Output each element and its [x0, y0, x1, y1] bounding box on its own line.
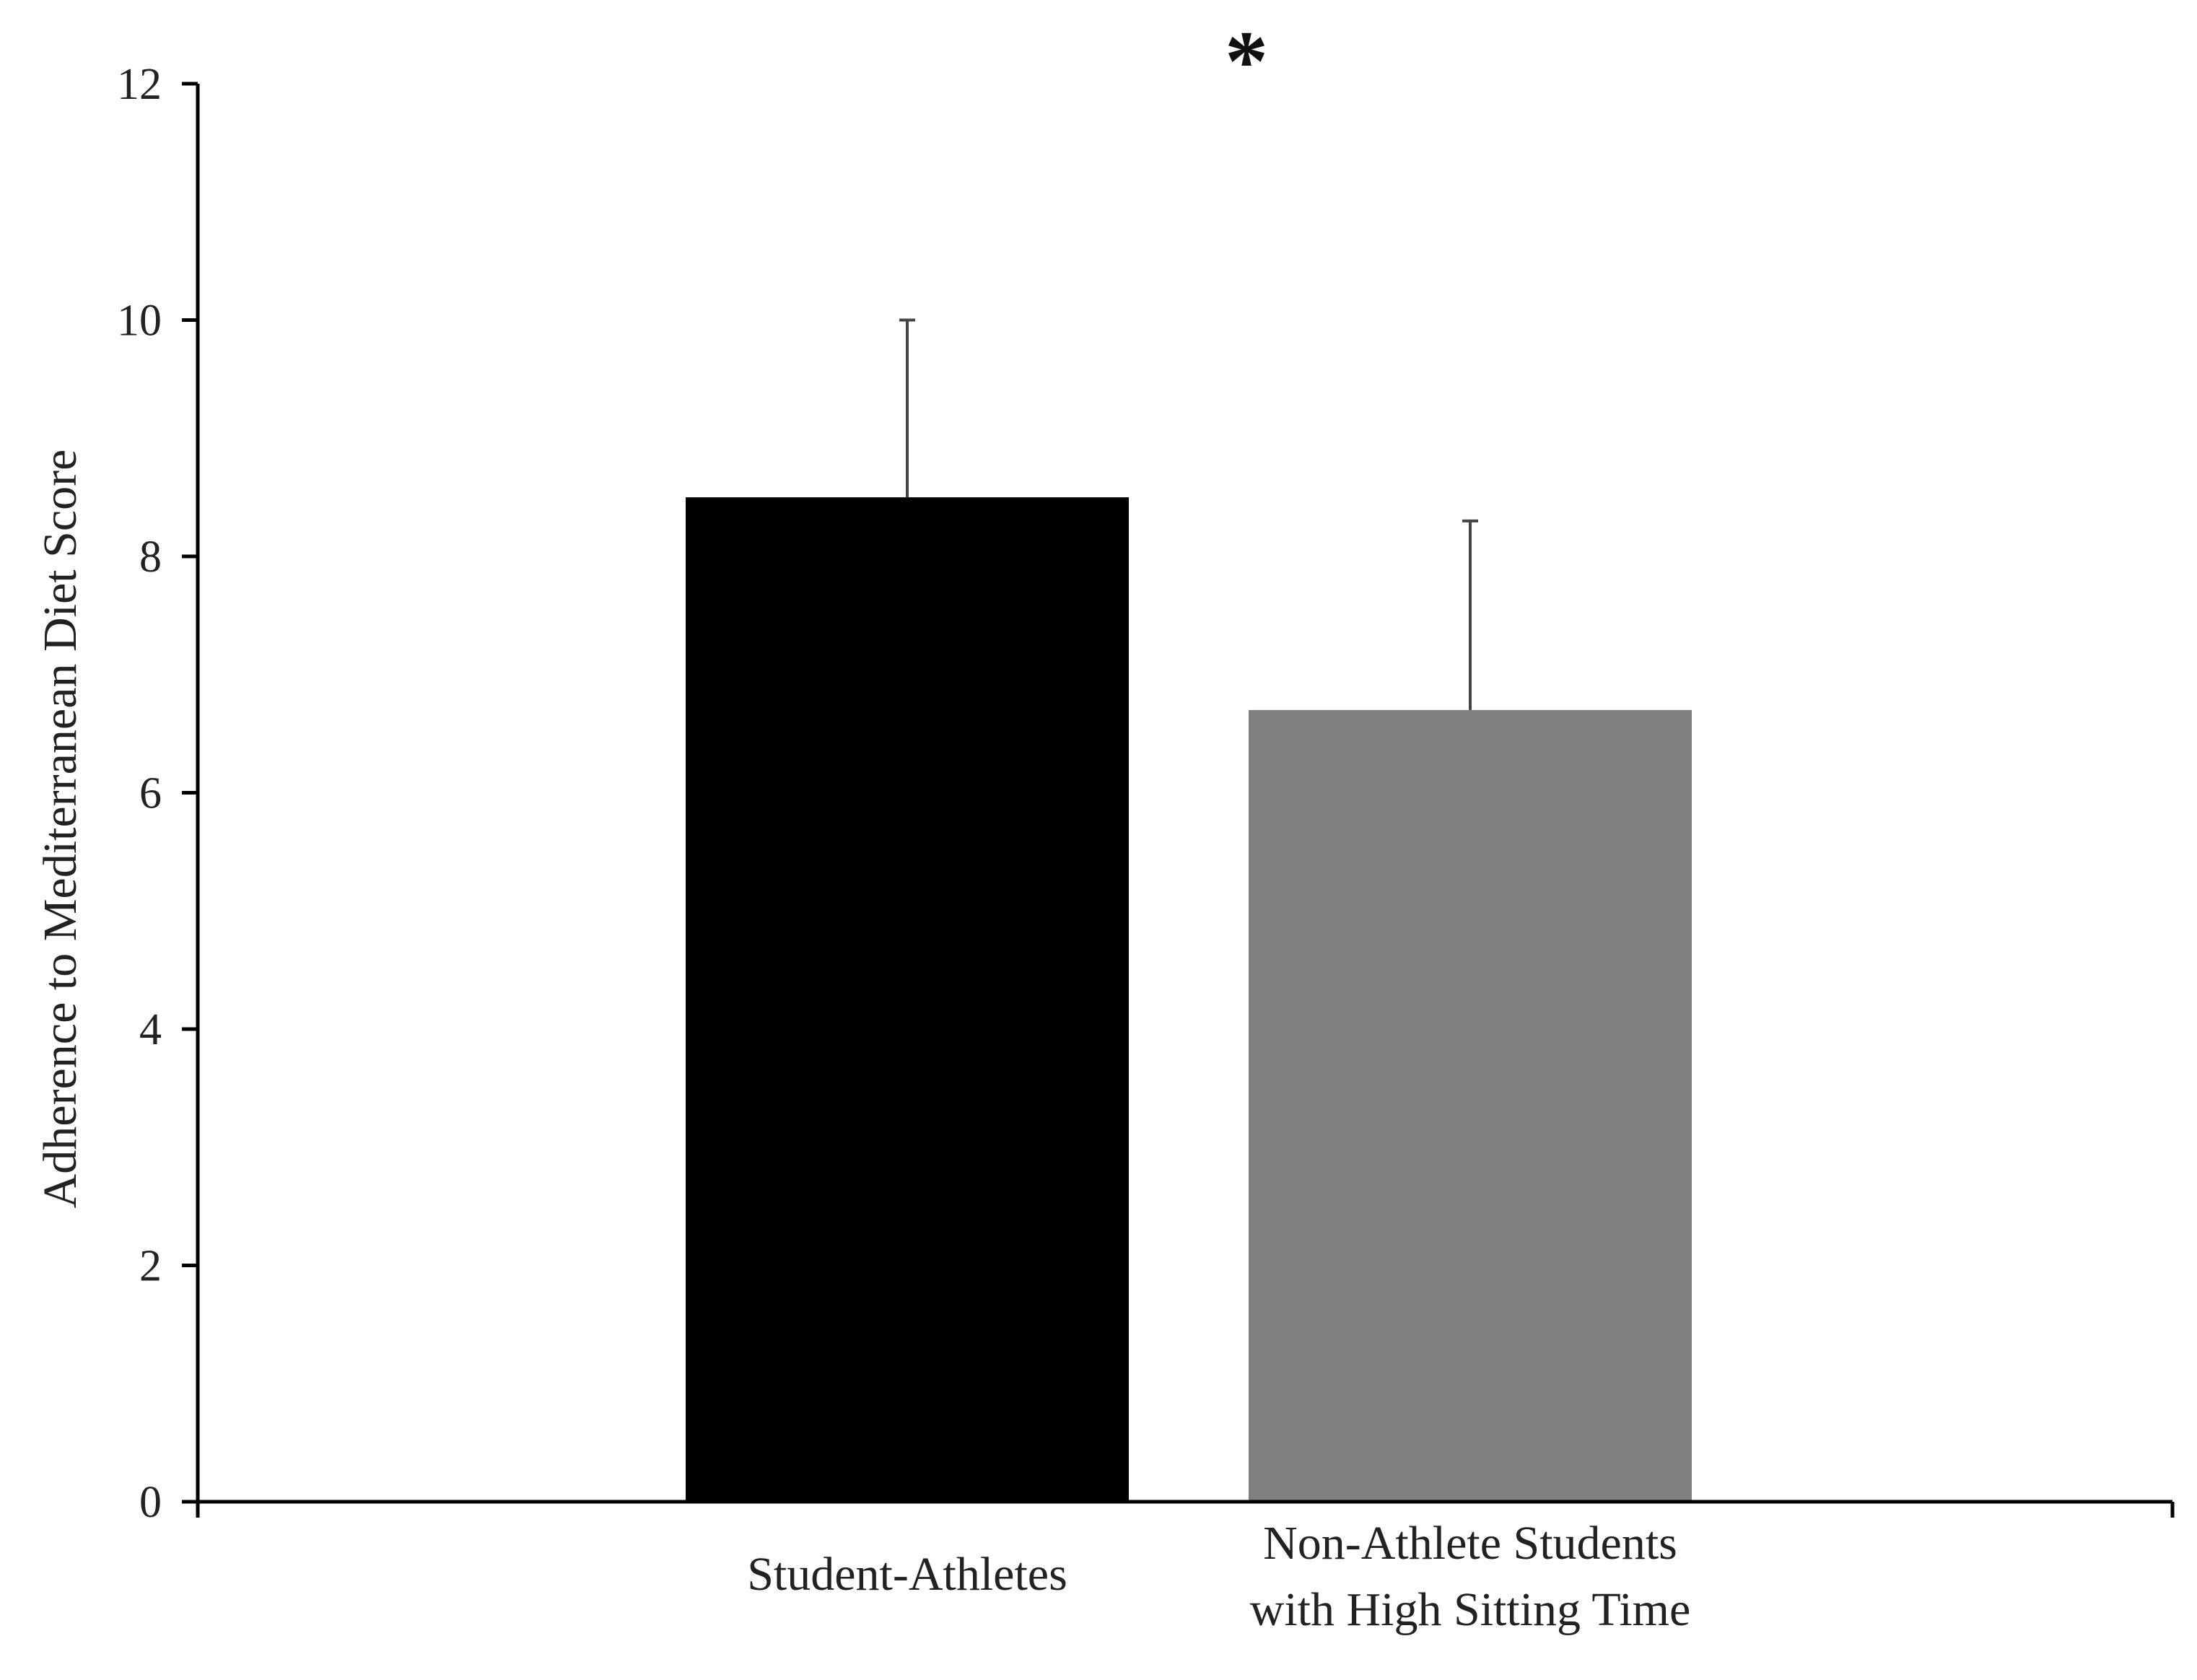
significance-asterisk: * [1225, 13, 1268, 109]
bar-2 [1249, 709, 1692, 1502]
y-tick-label-6: 6 [139, 769, 162, 818]
y-tick-label-8: 8 [139, 533, 162, 582]
category-label-2-line-1: Non-Athlete Students [1263, 1517, 1677, 1570]
category-label-1: Student-Athletes [747, 1548, 1067, 1601]
y-tick-label-10: 10 [117, 297, 162, 346]
plot-area: 0 2 4 6 8 10 12 Student-Athletes Non-Athlete Stu… [34, 13, 2175, 1636]
y-tick-label-12: 12 [117, 60, 162, 109]
category-label-1-line-1: Student-Athletes [747, 1548, 1067, 1601]
category-label-2-line-2: with High Sitting Time [1250, 1583, 1691, 1636]
category-label-2: Non-Athlete Students with High Sitting Ti… [1250, 1517, 1691, 1636]
y-tick-label-0: 0 [139, 1478, 162, 1527]
bar-1 [686, 497, 1129, 1502]
y-tick-label-4: 4 [139, 1005, 162, 1054]
y-axis-title: Adherence to Mediterranean Diet Score [34, 450, 87, 1209]
y-tick-label-2: 2 [139, 1242, 162, 1291]
